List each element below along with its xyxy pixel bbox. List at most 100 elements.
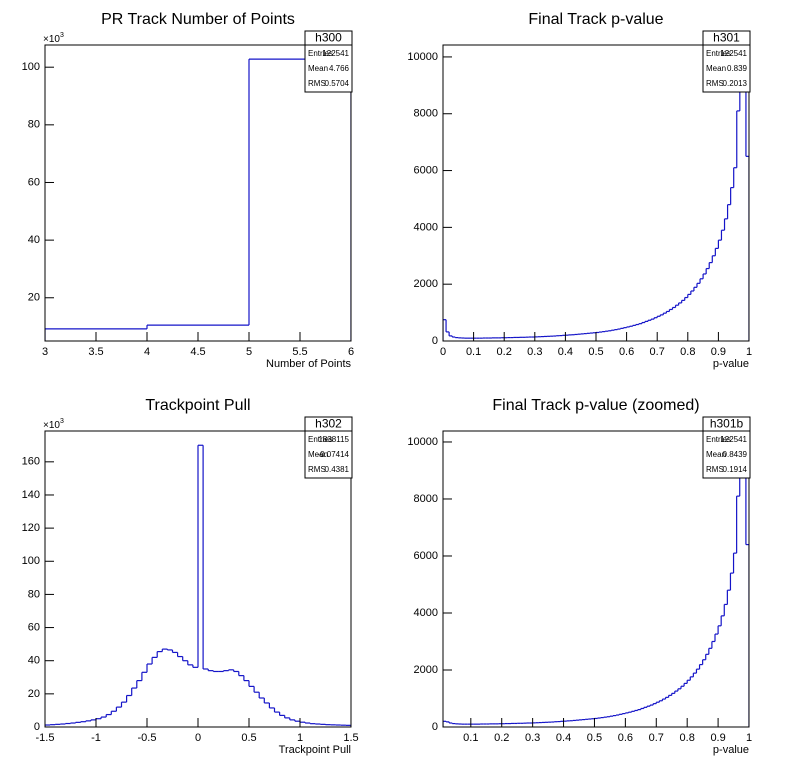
y-tick-label: 2000	[414, 278, 438, 290]
y-multiplier-base: ×10	[43, 34, 60, 45]
stats-label: RMS	[706, 79, 724, 88]
stats-label: Mean	[308, 450, 328, 459]
x-tick-label: 5	[246, 346, 252, 358]
stats-box	[702, 416, 751, 479]
histogram	[45, 444, 351, 727]
x-tick-label: -1.5	[36, 732, 55, 744]
x-tick-label: 6	[348, 346, 354, 358]
y-tick-label: 6000	[414, 550, 438, 562]
x-axis-label: Number of Points	[266, 358, 351, 370]
stats-value: 122541	[720, 435, 747, 444]
x-axis-label: p-value	[713, 358, 749, 370]
y-tick-label: 0	[34, 721, 40, 733]
frame	[442, 430, 750, 728]
x-tick-label: 0.7	[650, 346, 665, 358]
x-tick-label: 0.8	[680, 346, 695, 358]
x-tick-label: -0.5	[138, 732, 157, 744]
pad: Final Track p-value (zoomed) 0.1 0.2 0.3 0.4…	[407, 397, 752, 756]
x-tick-label: 0	[440, 346, 446, 358]
stats-label: Entries	[706, 49, 731, 58]
stats-box	[702, 30, 751, 93]
stats-value: 0.8439	[723, 450, 748, 459]
stats-label: Mean	[706, 64, 726, 73]
x-tick-label: 4	[144, 346, 150, 358]
x-tick-label: 3	[42, 346, 48, 358]
pad: PR Track Number of Points 3 3.5 4 4.5 5 5.5 6 20…	[22, 11, 354, 370]
x-tick-label: 0.1	[463, 732, 478, 744]
stats-value: 4.766	[329, 64, 350, 73]
stats-value: -0.07414	[317, 450, 349, 459]
pad: Final Track p-value 0 0.1 0.2 0.3 0.4 0.5 0.6 0.…	[407, 11, 752, 370]
pad: Trackpoint Pull -1.5 -1 -0.5 0 0.5 1 1.5 0 20 40 60…	[22, 397, 359, 756]
x-tick-label: 0.4	[556, 732, 571, 744]
y-tick-label: 8000	[414, 493, 438, 505]
y-tick-label: 60	[28, 176, 40, 188]
x-tick-label: 0.8	[680, 732, 695, 744]
x-tick-label: 0.1	[466, 346, 481, 358]
y-tick-label: 0	[432, 721, 438, 733]
pad-title: Trackpoint Pull	[145, 397, 250, 414]
x-tick-label: 0	[195, 732, 201, 744]
y-multiplier: ×103	[43, 418, 64, 431]
y-tick-label: 60	[28, 621, 40, 633]
stats-value: 0.2013	[723, 79, 748, 88]
y-tick-label: 4000	[414, 221, 438, 233]
y-tick-label: 10000	[407, 51, 438, 63]
y-tick-label: 100	[22, 555, 40, 567]
stats-label: Entries	[308, 435, 333, 444]
x-tick-label: 0.7	[649, 732, 664, 744]
stats-label: Mean	[308, 64, 328, 73]
stats-value: 0.839	[727, 64, 748, 73]
y-tick-label: 6000	[414, 164, 438, 176]
stats-box	[304, 30, 353, 93]
stats-name: h301b	[710, 417, 744, 431]
x-tick-label: 0.2	[497, 346, 512, 358]
y-tick-label: 80	[28, 119, 40, 131]
y-tick-label: 0	[432, 335, 438, 347]
y-tick-label: 20	[28, 688, 40, 700]
stats-value: 0.5704	[325, 79, 350, 88]
stats-label: RMS	[308, 465, 326, 474]
y-tick-label: 160	[22, 456, 40, 468]
stats-label: Entries	[308, 49, 333, 58]
x-tick-label: 0.6	[619, 346, 634, 358]
pad-title: PR Track Number of Points	[101, 11, 295, 28]
x-tick-label: 0.4	[558, 346, 573, 358]
x-tick-label: 1	[297, 732, 303, 744]
y-multiplier-base: ×10	[43, 420, 60, 431]
y-tick-label: 40	[28, 234, 40, 246]
x-tick-label: 1.5	[343, 732, 358, 744]
y-tick-label: 2000	[414, 664, 438, 676]
x-tick-label: 1	[746, 346, 752, 358]
y-tick-label: 20	[28, 292, 40, 304]
stats-label: Mean	[706, 450, 726, 459]
y-tick-label: 140	[22, 489, 40, 501]
y-tick-label: 8000	[414, 108, 438, 120]
y-tick-label: 4000	[414, 607, 438, 619]
x-axis-label: Trackpoint Pull	[279, 744, 351, 756]
y-tick-label: 40	[28, 655, 40, 667]
stats-name: h301	[713, 31, 740, 45]
x-tick-label: 0.6	[618, 732, 633, 744]
y-tick-label: 120	[22, 522, 40, 534]
x-tick-label: 3.5	[88, 346, 103, 358]
x-tick-label: 0.9	[710, 732, 725, 744]
y-tick-label: 10000	[407, 436, 438, 448]
x-tick-label: 0.3	[525, 732, 540, 744]
stats-label: RMS	[308, 79, 326, 88]
pad-title: Final Track p-value	[528, 11, 663, 28]
y-multiplier: ×103	[43, 32, 64, 45]
stats-value: 0.4381	[325, 465, 350, 474]
stats-name: h300	[315, 31, 342, 45]
x-tick-label: 0.5	[587, 732, 602, 744]
y-multiplier-exponent: 3	[60, 418, 64, 425]
stats-label: RMS	[706, 465, 724, 474]
stats-label: Entries	[706, 435, 731, 444]
y-multiplier-exponent: 3	[60, 32, 64, 39]
y-tick-label: 80	[28, 588, 40, 600]
stats-value: 122541	[322, 49, 349, 58]
x-tick-label: 0.5	[588, 346, 603, 358]
x-tick-label: 0.5	[241, 732, 256, 744]
